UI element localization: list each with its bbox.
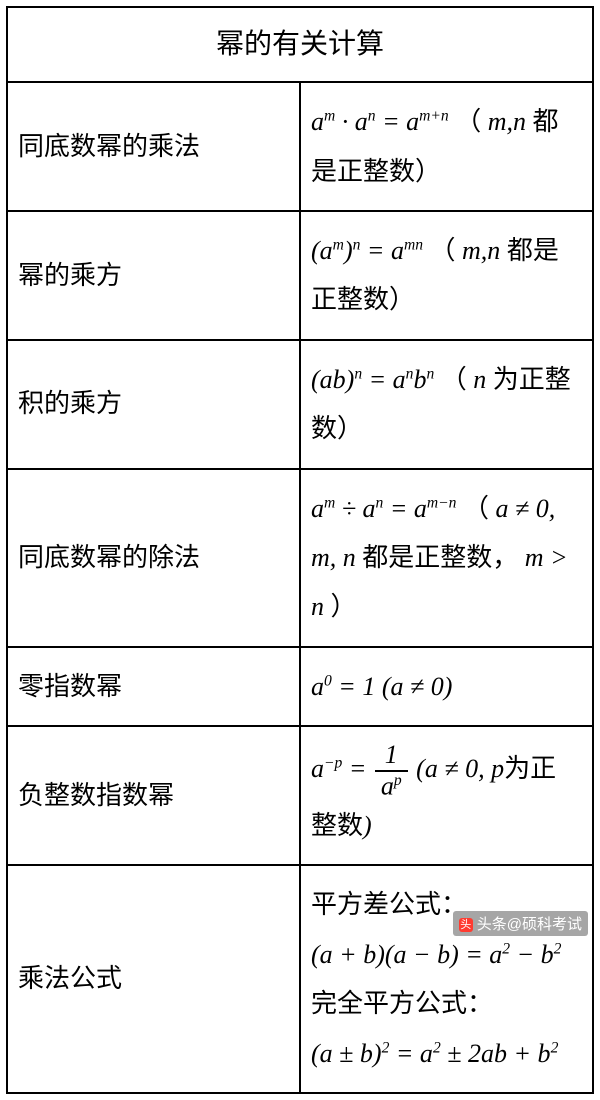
- table-row: 零指数幂a0 = 1 (a ≠ 0): [7, 647, 593, 726]
- row-formula: (ab)n = anbn （ n 为正整数）: [300, 340, 593, 469]
- row-formula: am ÷ an = am−n （ a ≠ 0, m, n 都是正整数， m > …: [300, 469, 593, 647]
- table-row: 幂的乘方(am)n = amn （ m,n 都是正整数）: [7, 211, 593, 340]
- row-label: 零指数幂: [7, 647, 300, 726]
- row-formula: a−p = 1ap (a ≠ 0, p为正整数): [300, 726, 593, 865]
- table-title: 幂的有关计算: [7, 7, 593, 82]
- row-label: 负整数指数幂: [7, 726, 300, 865]
- table-row: 同底数幂的除法am ÷ an = am−n （ a ≠ 0, m, n 都是正整…: [7, 469, 593, 647]
- watermark-icon: 头: [459, 918, 473, 932]
- row-label: 同底数幂的乘法: [7, 82, 300, 211]
- row-formula: a0 = 1 (a ≠ 0): [300, 647, 593, 726]
- row-label: 幂的乘方: [7, 211, 300, 340]
- row-formula: 平方差公式：(a + b)(a − b) = a2 − b2完全平方公式：(a …: [300, 865, 593, 1093]
- table-row: 乘法公式平方差公式：(a + b)(a − b) = a2 − b2完全平方公式…: [7, 865, 593, 1093]
- table-row: 负整数指数幂a−p = 1ap (a ≠ 0, p为正整数): [7, 726, 593, 865]
- row-formula: (am)n = amn （ m,n 都是正整数）: [300, 211, 593, 340]
- row-label: 积的乘方: [7, 340, 300, 469]
- table-row: 积的乘方(ab)n = anbn （ n 为正整数）: [7, 340, 593, 469]
- row-label: 同底数幂的除法: [7, 469, 300, 647]
- row-formula: am · an = am+n （ m,n 都是正整数）: [300, 82, 593, 211]
- row-label: 乘法公式: [7, 865, 300, 1093]
- watermark: 头头条@硕科考试: [453, 911, 588, 936]
- watermark-text: 头条@硕科考试: [477, 916, 582, 933]
- table-row: 同底数幂的乘法am · an = am+n （ m,n 都是正整数）: [7, 82, 593, 211]
- title-row: 幂的有关计算: [7, 7, 593, 82]
